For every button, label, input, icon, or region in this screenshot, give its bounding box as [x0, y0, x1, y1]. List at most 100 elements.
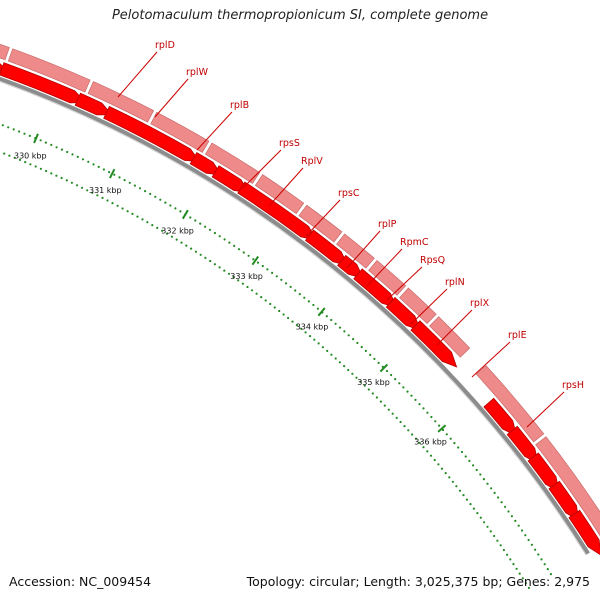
gc-dot — [3, 152, 6, 155]
gc-dot — [334, 322, 337, 325]
gene-leader-line — [305, 199, 341, 237]
gc-dot — [75, 184, 79, 187]
gc-dot — [483, 521, 486, 524]
gc-dot — [486, 525, 489, 528]
outer-feature — [475, 365, 545, 443]
gc-dot — [128, 181, 131, 184]
gc-dot — [434, 420, 437, 423]
gc-dot — [462, 494, 465, 497]
tick-mark — [437, 424, 447, 433]
gc-dot — [407, 429, 410, 432]
gc-dot — [174, 207, 177, 210]
gc-dots — [1, 124, 553, 590]
gc-dot — [377, 361, 380, 364]
tick-label: 336 kbp — [414, 438, 447, 447]
gc-dot — [81, 158, 85, 161]
gc-dot — [164, 201, 167, 204]
map-title: Pelotomaculum thermopropionicum SI, comp… — [111, 8, 489, 23]
gc-dot — [287, 316, 290, 320]
gc-dot — [500, 501, 503, 504]
gc-dot — [144, 190, 147, 193]
gc-dot — [118, 176, 121, 179]
gc-dot — [497, 496, 500, 499]
gc-dot — [465, 498, 469, 501]
gc-dot — [507, 510, 510, 513]
gc-dot — [161, 229, 164, 232]
gene-leader-line — [196, 111, 233, 151]
gc-dot — [537, 553, 540, 556]
tick-label: 331 kbp — [89, 186, 122, 195]
gc-dot — [391, 412, 394, 415]
gc-dot — [76, 155, 79, 158]
gc-dot — [156, 226, 159, 229]
gc-dot — [458, 489, 462, 492]
gc-dot — [45, 169, 48, 173]
gc-dot — [426, 411, 429, 414]
backbone — [0, 76, 590, 556]
gc-dot — [440, 467, 444, 470]
gc-dot — [313, 338, 316, 341]
gc-dot — [194, 250, 197, 253]
gc-dot — [321, 346, 324, 349]
gc-dot — [185, 244, 188, 247]
gc-dot — [316, 307, 319, 310]
gc-dot — [364, 349, 367, 352]
tick-label: 332 kbp — [161, 226, 194, 235]
tick-mark — [33, 133, 39, 144]
gc-dot — [204, 256, 207, 259]
gc-dot — [411, 433, 414, 436]
gc-dot — [111, 202, 114, 205]
gc-dot — [29, 163, 32, 166]
gene-leader-line — [526, 391, 565, 428]
gc-dot — [441, 428, 445, 432]
gc-dot — [422, 407, 425, 410]
backbone-arc — [0, 76, 590, 556]
gc-dot — [241, 282, 244, 285]
gc-dot — [430, 415, 433, 419]
gc-dot — [403, 425, 406, 428]
gc-dot — [520, 529, 524, 532]
gc-dot — [395, 416, 398, 419]
gc-dot — [123, 179, 126, 182]
gene-leader-line — [242, 149, 282, 189]
gc-dot — [524, 582, 528, 585]
gc-dot — [433, 458, 436, 462]
gc-dot — [291, 320, 294, 323]
gc-dot — [468, 459, 471, 462]
tick-label: 334 kbp — [296, 322, 329, 331]
gene-leader-line — [471, 341, 511, 378]
gc-dot — [527, 586, 531, 590]
gc-dot — [44, 141, 48, 144]
tick-label: 335 kbp — [357, 378, 390, 387]
gc-dot — [159, 198, 162, 201]
gc-dot — [237, 279, 240, 282]
gc-dot — [308, 335, 312, 338]
gc-dot — [402, 386, 405, 389]
gc-dot — [55, 174, 58, 177]
gc-dot — [502, 548, 505, 552]
gene-label-rpmc: RpmC — [400, 237, 429, 248]
gc-dot — [278, 309, 281, 313]
gene-label-rpln: rplN — [445, 277, 465, 288]
gc-dot — [524, 534, 527, 537]
outer-feature — [429, 316, 471, 358]
gc-dot — [330, 353, 333, 356]
gc-dot — [237, 248, 241, 251]
gc-dot — [50, 172, 53, 175]
gc-dot — [50, 143, 53, 146]
gc-dot — [169, 204, 172, 207]
genome-stats: Topology: circular; Length: 3,025,375 bp… — [246, 574, 590, 589]
gene-leader-line — [410, 288, 448, 325]
gene-label-rpsh: rpsH — [562, 380, 584, 391]
gc-dot — [371, 392, 374, 395]
gc-dot — [97, 165, 100, 168]
gc-dot — [338, 326, 342, 329]
gc-dot — [475, 468, 478, 472]
gc-dot — [490, 487, 493, 490]
gc-dot — [540, 558, 543, 561]
tick-mark — [251, 255, 260, 266]
gc-dot — [218, 235, 221, 238]
gc-dot — [496, 539, 499, 542]
gene-label-rpsc: rpsC — [338, 188, 360, 199]
tick-label: 333 kbp — [230, 272, 263, 281]
